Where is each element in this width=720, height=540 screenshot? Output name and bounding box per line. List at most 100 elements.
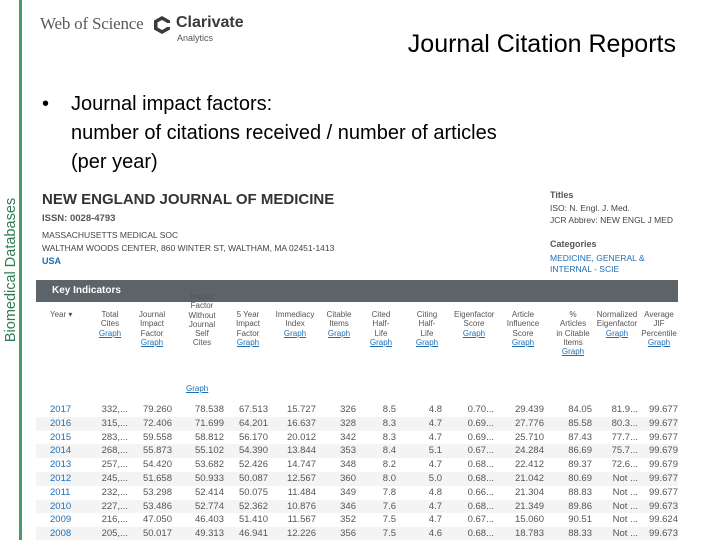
- table-row: 2016 315,... 72.406 71.699 64.201 16.637 328 8.…: [36, 416, 678, 431]
- year-link[interactable]: 2009: [50, 514, 72, 526]
- graph-link[interactable]: Graph: [647, 337, 671, 347]
- table-cell: 80.69: [568, 473, 592, 484]
- graph-link[interactable]: Graph: [327, 328, 351, 338]
- table-cell: 99.677: [648, 431, 678, 443]
- table-cell: 52.362: [238, 500, 268, 512]
- column-header: Average JIF Percentile Graph: [641, 310, 677, 347]
- table-cell: 4.7: [428, 514, 442, 526]
- web-of-science-logo: Web of Science: [40, 14, 144, 33]
- bullet-line-2: number of citations received / number of…: [71, 122, 497, 144]
- table-row: 2017 332,... 79.260 78.538 67.513 15.727 326 8.…: [36, 403, 678, 417]
- year-link[interactable]: 2013: [50, 459, 72, 471]
- table-cell: 0.68...: [467, 500, 494, 512]
- table-cell: 53.486: [142, 500, 172, 512]
- graph-link[interactable]: Graph: [98, 328, 122, 338]
- graph-link[interactable]: Graph: [140, 337, 164, 347]
- year-link[interactable]: 2011: [50, 486, 71, 498]
- table-cell: 50.075: [238, 486, 268, 498]
- table-cell: Not ...: [612, 473, 638, 484]
- bullet-line-3: (per year): [71, 151, 158, 173]
- category-link-2[interactable]: INTERNAL - SCIE: [550, 264, 620, 274]
- column-header: Normalized Eigenfactor Graph: [596, 310, 638, 338]
- table-cell: 27.776: [514, 417, 544, 429]
- year-link[interactable]: 2014: [50, 445, 72, 457]
- table-cell: 326: [340, 404, 356, 415]
- table-cell: 29.439: [514, 404, 544, 415]
- year-link[interactable]: 2008: [50, 528, 72, 540]
- table-cell: 348: [340, 459, 356, 471]
- table-cell: 5.1: [428, 445, 442, 457]
- table-cell: 227,...: [101, 500, 128, 512]
- table-cell: 0.67...: [467, 445, 494, 457]
- table-cell: 346: [340, 500, 356, 512]
- table-cell: 51.410: [238, 514, 268, 526]
- table-cell: 46.941: [238, 528, 268, 540]
- table-cell: 352: [340, 514, 356, 526]
- table-cell: 22.412: [514, 459, 544, 471]
- column-header: Journal Impact Factor Graph: [132, 310, 172, 347]
- country[interactable]: USA: [42, 256, 62, 266]
- graph-link[interactable]: Graph: [369, 337, 393, 347]
- jcr-abbrev: JCR Abbrev: NEW ENGL J MED: [550, 215, 673, 225]
- graph-link[interactable]: Graph: [283, 328, 307, 338]
- table-cell: 50.087: [238, 473, 268, 484]
- table-cell: 14.747: [286, 459, 316, 471]
- category-link[interactable]: MEDICINE, GENERAL &: [550, 253, 645, 263]
- table-cell: 0.68...: [467, 528, 494, 540]
- table-cell: 51.658: [142, 473, 172, 484]
- table-cell: 4.7: [428, 500, 442, 512]
- iso-abbrev: ISO: N. Engl. J. Med.: [550, 203, 630, 213]
- graph-link[interactable]: Graph: [236, 337, 260, 347]
- publisher-address: WALTHAM WOODS CENTER, 860 WINTER ST, WAL…: [42, 243, 335, 253]
- table-cell: 268,...: [101, 445, 128, 457]
- year-link[interactable]: 2017: [50, 404, 72, 415]
- table-cell: 4.7: [428, 431, 442, 443]
- table-row: 2015 283,... 59.558 58.812 56.170 20.012 342 8.…: [36, 431, 678, 445]
- table-cell: 54.390: [238, 445, 268, 457]
- column-header: Eigenfactor Score Graph: [454, 310, 495, 338]
- clarivate-logo-sub: Analytics: [177, 33, 214, 43]
- graph-link[interactable]: Graph: [511, 337, 535, 347]
- table-row: 2011 232,... 53.298 52.414 50.075 11.484 349 7.…: [36, 486, 678, 500]
- table-cell: 7.6: [382, 500, 396, 512]
- table-cell: 55.102: [194, 445, 224, 457]
- graph-link[interactable]: Graph: [605, 328, 629, 338]
- table-cell: 79.260: [142, 404, 172, 415]
- issn: ISSN: 0028-4793: [42, 213, 116, 224]
- table-cell: 8.5: [382, 404, 396, 415]
- bullet-point: • Journal impact factors: number of cita…: [42, 90, 497, 177]
- table-cell: 99.673: [648, 528, 678, 540]
- column-header[interactable]: Year ▾: [50, 310, 73, 319]
- table-cell: 88.33: [568, 528, 592, 540]
- table-cell: 21.349: [514, 500, 544, 512]
- table-cell: 99.677: [648, 404, 678, 415]
- graph-link[interactable]: Graph: [415, 337, 439, 347]
- table-cell: 99.673: [648, 500, 678, 512]
- table-cell: 332,...: [101, 404, 128, 415]
- table-cell: 99.679: [648, 459, 678, 471]
- graph-link[interactable]: Graph: [561, 347, 585, 357]
- clarivate-logo: Clarivate: [176, 14, 244, 31]
- table-cell: 11.567: [287, 514, 316, 526]
- table-cell: 353: [340, 445, 356, 457]
- table-cell: 328: [340, 417, 356, 429]
- table-cell: 342: [340, 431, 356, 443]
- table-cell: 54.420: [142, 459, 172, 471]
- table-cell: 72.406: [142, 417, 172, 429]
- table-cell: 245,...: [101, 473, 128, 484]
- table-cell: 7.5: [382, 528, 396, 540]
- table-cell: 20.012: [286, 431, 316, 443]
- table-cell: 0.70...: [467, 404, 494, 415]
- year-link[interactable]: 2010: [50, 500, 72, 512]
- bullet-line-1: Journal impact factors:: [71, 93, 273, 115]
- table-cell: 24.284: [514, 445, 544, 457]
- year-link[interactable]: 2015: [50, 431, 72, 443]
- graph-link[interactable]: Graph: [186, 384, 209, 393]
- side-band: Biomedical Databases: [0, 0, 22, 540]
- year-link[interactable]: 2012: [50, 473, 72, 484]
- graph-link[interactable]: Graph: [462, 328, 486, 338]
- table-cell: 46.403: [194, 514, 224, 526]
- year-link[interactable]: 2016: [50, 417, 72, 429]
- table-cell: 216,...: [101, 514, 128, 526]
- table-cell: 257,...: [101, 459, 128, 471]
